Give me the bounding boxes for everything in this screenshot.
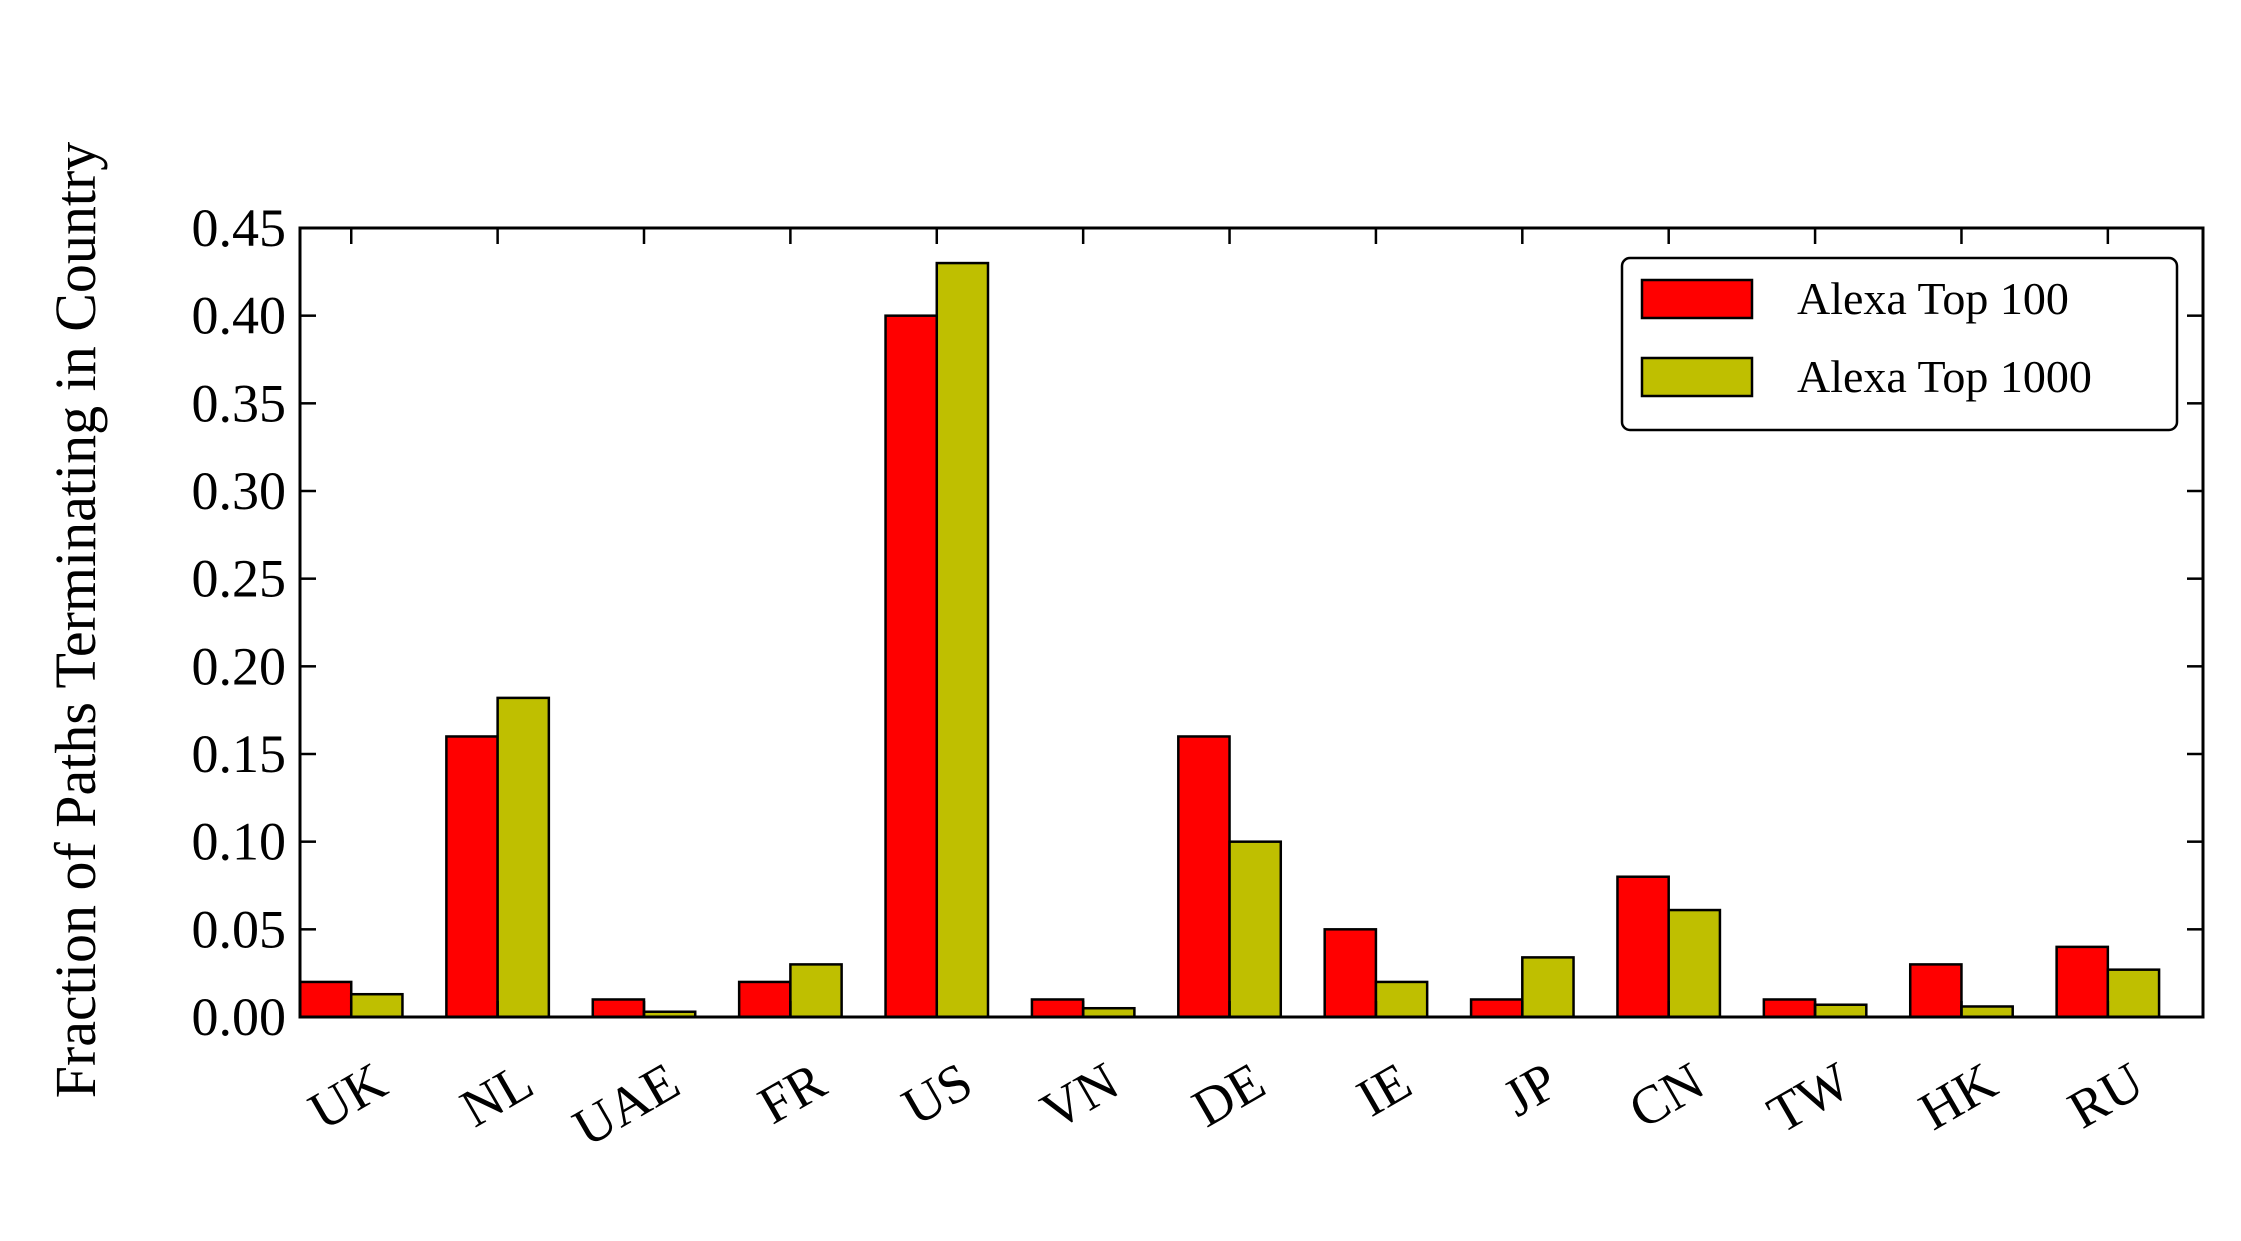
bar-de-series-2 [1228, 840, 1283, 1019]
legend-swatch-1 [1640, 278, 1754, 320]
bar-fr-series-2 [789, 963, 843, 1019]
bar-uae-series-1 [591, 998, 646, 1019]
bars-group [298, 261, 2161, 1019]
bar-us-series-2 [935, 261, 990, 1019]
bar-tw-series-2 [1813, 1003, 1868, 1019]
x-tick-label-jp: JP [1493, 1051, 1567, 1128]
y-tick-label: 0.35 [192, 373, 287, 433]
y-tick-label: 0.20 [192, 636, 287, 696]
bar-vn-series-1 [1030, 998, 1085, 1019]
y-tick-label: 0.05 [192, 899, 287, 959]
x-tick-label-hk: HK [1909, 1051, 2007, 1142]
bar-ie-series-1 [1323, 928, 1378, 1019]
bar-ru-series-1 [2055, 945, 2110, 1019]
bar-uk-series-1 [298, 980, 353, 1019]
x-tick-label-ie: IE [1347, 1051, 1421, 1128]
y-tick-label: 0.00 [192, 987, 287, 1047]
plot-frame [298, 226, 2205, 1019]
bar-nl-series-1 [445, 735, 499, 1019]
bar-hk-series-2 [1960, 1005, 2014, 1019]
bar-ie-series-2 [1374, 980, 1429, 1019]
x-tick-label-nl: NL [450, 1051, 542, 1139]
bar-ru-series-2 [2106, 968, 2161, 1019]
x-tick-label-fr: FR [748, 1051, 835, 1136]
y-tick-label: 0.40 [192, 286, 287, 346]
x-tick-label-uk: UK [299, 1051, 397, 1142]
bar-jp-series-1 [1469, 998, 1524, 1019]
legend-label-1: Alexa Top 100 [1797, 273, 2069, 324]
legend-label-2: Alexa Top 1000 [1797, 351, 2092, 402]
x-tick-label-ru: RU [2058, 1051, 2153, 1140]
y-tick-label: 0.45 [192, 198, 287, 258]
y-tick-label: 0.25 [192, 549, 287, 609]
bar-us-series-1 [884, 314, 939, 1019]
bar-fr-series-1 [737, 980, 792, 1019]
y-tick-label: 0.15 [192, 724, 287, 784]
x-tick-label-cn: CN [1619, 1051, 1714, 1140]
legend-swatch-2 [1640, 356, 1754, 398]
y-tick-label: 0.30 [192, 461, 287, 521]
bar-de-series-1 [1177, 735, 1231, 1019]
x-tick-label-us: US [892, 1051, 982, 1137]
x-tick-label-vn: VN [1031, 1051, 1129, 1142]
bar-cn-series-1 [1616, 875, 1670, 1019]
x-tick-label-de: DE [1182, 1051, 1274, 1139]
bar-nl-series-2 [496, 696, 551, 1019]
bar-uk-series-2 [349, 992, 404, 1019]
legend-box [1620, 256, 2179, 432]
y-tick-label: 0.10 [192, 812, 287, 872]
x-tick-label-tw: TW [1758, 1051, 1861, 1145]
x-tick-label-uae: UAE [563, 1051, 689, 1158]
bar-jp-series-2 [1521, 956, 1575, 1019]
legend: Alexa Top 100 Alexa Top 1000 [1620, 256, 2179, 432]
bar-hk-series-1 [1908, 963, 1963, 1019]
y-axis-label: Fraction of Paths Terminating in Country [43, 142, 108, 1099]
bar-cn-series-2 [1667, 908, 1722, 1019]
bar-tw-series-1 [1762, 998, 1817, 1019]
